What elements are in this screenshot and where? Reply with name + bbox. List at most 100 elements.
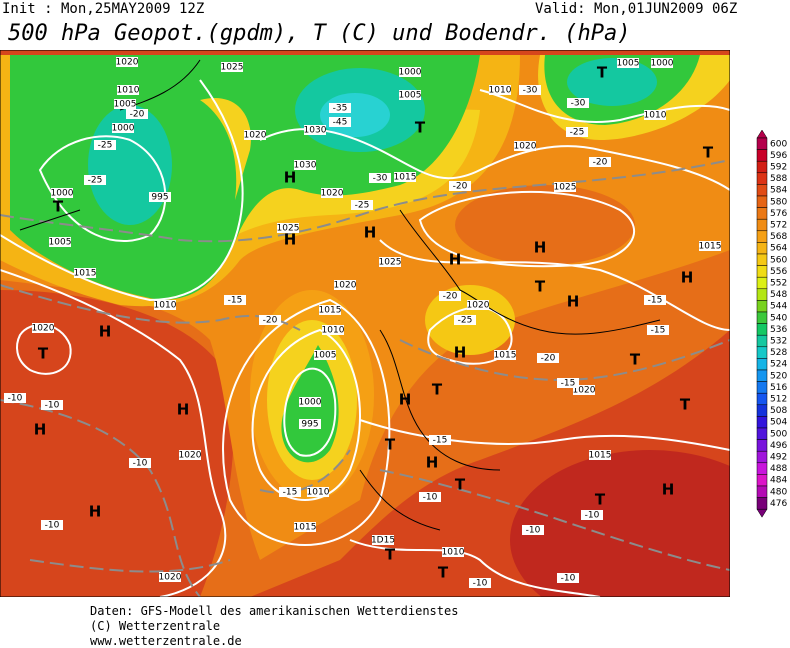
color-bar-label: 484 — [770, 476, 787, 486]
contour-label: 1020 — [573, 386, 596, 396]
contour-label: 995 — [301, 420, 318, 430]
label-bg — [149, 192, 171, 202]
label-bg — [557, 573, 579, 583]
color-bar-label: 476 — [770, 499, 787, 509]
contour-label: 1015 — [294, 523, 317, 533]
label-bg — [32, 323, 54, 333]
label-bg — [294, 522, 316, 532]
color-bar-arrow-bottom — [756, 508, 768, 518]
contour-label: 1015 — [394, 173, 417, 183]
label-bg — [566, 127, 588, 137]
label-bg — [372, 535, 394, 545]
contour-label: -10 — [473, 579, 488, 589]
label-bg — [522, 525, 544, 535]
color-bar-label: 532 — [770, 337, 787, 347]
color-bar-label: 520 — [770, 371, 787, 381]
label-bg — [419, 492, 441, 502]
contour-label: 1015 — [319, 306, 342, 316]
contour-label: 995 — [151, 193, 168, 203]
pressure-center: T — [597, 64, 608, 82]
label-bg — [429, 435, 451, 445]
contour-label: -10 — [8, 394, 23, 404]
label-bg — [554, 182, 576, 192]
contour-label: -10 — [526, 526, 541, 536]
valid-time: Valid: Mon,01JUN2009 06Z — [535, 1, 737, 17]
label-bg — [617, 58, 639, 68]
pressure-center: H — [34, 421, 47, 439]
color-bar-label: 480 — [770, 487, 787, 497]
label-bg — [299, 419, 321, 429]
label-bg — [644, 110, 666, 120]
label-bg — [469, 578, 491, 588]
color-swatch — [756, 462, 768, 475]
label-bg — [259, 315, 281, 325]
contour-label: 1005 — [617, 59, 640, 69]
contour-label: 1020 — [179, 451, 202, 461]
color-bar-label: 584 — [770, 186, 787, 196]
color-swatch — [756, 184, 768, 197]
color-swatch — [756, 207, 768, 220]
pressure-center: T — [630, 351, 641, 369]
color-swatch — [756, 392, 768, 406]
pressure-center: T — [385, 436, 396, 454]
color-swatch — [756, 346, 768, 359]
color-bar-label: 564 — [770, 244, 787, 254]
color-swatch — [756, 323, 768, 336]
contour-label: 1020 — [514, 142, 537, 152]
color-bar-label: 496 — [770, 441, 787, 451]
label-bg — [154, 300, 176, 310]
color-swatch — [756, 300, 768, 313]
color-swatch — [756, 137, 768, 150]
label-bg — [537, 353, 559, 363]
color-bar-label: 560 — [770, 255, 787, 265]
color-bar-label: 516 — [770, 383, 787, 393]
label-bg — [399, 67, 421, 77]
contour-label: -10 — [133, 459, 148, 469]
color-bar-label: 568 — [770, 232, 787, 242]
color-bar-label: 508 — [770, 406, 787, 416]
contour-label: 1005 — [399, 91, 422, 101]
contour-label: -15 — [648, 296, 663, 306]
label-bg — [567, 98, 589, 108]
label-bg — [51, 188, 73, 198]
contour-label: 1025 — [221, 63, 244, 73]
footer-url: www.wetterzentrale.de — [90, 634, 242, 648]
label-bg — [442, 547, 464, 557]
contour-label: 1020 — [116, 58, 139, 68]
color-bar-label: 544 — [770, 302, 787, 312]
contour-label: -25 — [355, 201, 370, 211]
label-bg — [514, 141, 536, 151]
color-swatch — [756, 218, 768, 232]
pressure-center: T — [38, 345, 49, 363]
contour-label: 1010 — [307, 488, 330, 498]
pressure-center: T — [703, 144, 714, 162]
color-swatch — [756, 334, 768, 348]
contour-label: 1D15 — [371, 536, 395, 546]
pressure-center: T — [385, 546, 396, 564]
contour-label: 1020 — [159, 573, 182, 583]
color-swatch — [756, 427, 768, 440]
contour-label: 1015 — [74, 269, 97, 279]
color-swatch — [756, 230, 768, 243]
pressure-center: T — [432, 381, 443, 399]
contour-label: 1005 — [49, 238, 72, 248]
contour-label: 1010 — [322, 326, 345, 336]
label-bg — [279, 487, 301, 497]
contour-label: -25 — [458, 316, 473, 326]
color-bar-label: 492 — [770, 453, 787, 463]
color-bar-label: 512 — [770, 395, 787, 405]
contour-label: 1025 — [554, 183, 577, 193]
color-swatch — [756, 369, 768, 382]
pressure-center: T — [680, 396, 691, 414]
pressure-center: T — [415, 119, 426, 137]
color-bar-label: 600 — [770, 139, 787, 149]
contour-label: 1010 — [644, 111, 667, 121]
pressure-center: H — [662, 481, 675, 499]
contour-label: 1030 — [304, 126, 327, 136]
color-swatch — [756, 242, 768, 255]
map-title: 500 hPa Geopot.(gpdm), T (C) und Bodendr… — [8, 21, 631, 46]
color-bar-label: 528 — [770, 348, 787, 358]
pressure-center: H — [89, 503, 102, 521]
contour-label: -20 — [453, 182, 468, 192]
